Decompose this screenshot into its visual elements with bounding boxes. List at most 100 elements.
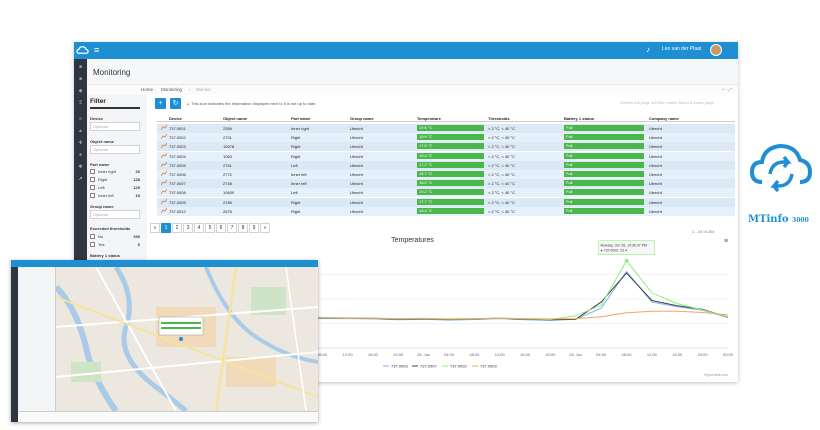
hamburger-icon[interactable]: ≡ xyxy=(94,45,100,55)
table-row[interactable]: 737.0001 2359 Inner right Utrecht 19.6 °C > 2… xyxy=(157,124,735,133)
bell-icon[interactable]: ♪ xyxy=(646,45,650,54)
checkbox[interactable] xyxy=(90,177,95,182)
chart-line-icon[interactable] xyxy=(161,161,167,167)
col-part-name[interactable]: Part name xyxy=(291,116,311,121)
option-count: 290 xyxy=(133,234,140,239)
pager-page-button[interactable]: 4 xyxy=(194,223,204,233)
cell-thresholds: > 2 °C, < 40 °C xyxy=(488,190,515,196)
x-tick-label: 12:00 xyxy=(343,352,354,357)
exceeded-option-yes[interactable]: Yes 6 xyxy=(90,242,140,248)
chart-nav-icon[interactable]: ↗ xyxy=(78,176,83,182)
brand-suffix: 3000 xyxy=(792,217,809,224)
table-row[interactable]: 737.0009 2789 Right Utrecht 17.7 °C > 2 °C, <… xyxy=(157,197,735,207)
x-tick-label: 08:00 xyxy=(469,352,480,357)
part-option-inner-left[interactable]: Inner left 19 xyxy=(90,193,140,199)
home-icon[interactable]: ■ xyxy=(78,64,83,70)
table-row[interactable]: 737.0008 10639 Left Utrecht 19.2 °C > 2 °C, <… xyxy=(157,188,735,198)
table-row[interactable]: 737.0012 2675 Right Utrecht 18.4 °C > 2 °C, <… xyxy=(157,206,735,216)
x-tick-label: 25. Jun xyxy=(417,352,430,357)
col-thresholds[interactable]: Thresholds xyxy=(488,116,510,121)
pager-page-button[interactable]: 3 xyxy=(183,223,193,233)
refresh-button[interactable]: ↻ xyxy=(170,98,181,109)
breadcrumb-home[interactable]: Home xyxy=(141,87,154,92)
pager-page-button[interactable]: 9 xyxy=(249,223,259,233)
x-tick-label: 26. Jun xyxy=(569,352,582,357)
breadcrumb-separator: › xyxy=(189,87,191,92)
object-name-input[interactable]: Optional xyxy=(90,145,140,154)
list-icon[interactable]: ≡ xyxy=(79,116,82,122)
pager-page-button[interactable]: 1 xyxy=(161,223,171,233)
dollar-icon[interactable]: $ xyxy=(79,100,82,106)
col-company-name[interactable]: Company name xyxy=(649,116,679,121)
tools-icon[interactable]: ✚ xyxy=(78,140,83,146)
cloud-logo-icon[interactable] xyxy=(76,44,89,57)
pager-prev-button[interactable]: « xyxy=(150,223,160,233)
chart-line-icon[interactable] xyxy=(161,198,167,204)
folder-icon[interactable]: ■ xyxy=(78,76,83,82)
map-marker[interactable] xyxy=(179,337,183,341)
legend-item[interactable]: 737.0003 xyxy=(480,364,497,369)
option-label: Right xyxy=(98,177,108,182)
table-row[interactable]: 737.0003 10678 Right Utrecht 17.5 °C > 2 °C, … xyxy=(157,142,735,152)
legend-item[interactable]: 737.0003 xyxy=(391,364,408,369)
col-group-name[interactable]: Group name xyxy=(350,116,374,121)
pager-page-button[interactable]: 8 xyxy=(238,223,248,233)
street-map[interactable] xyxy=(56,267,318,411)
chart-line-icon[interactable] xyxy=(161,125,167,130)
temperature-value: 17.2 °C xyxy=(417,161,484,168)
pager-page-button[interactable]: 6 xyxy=(216,223,226,233)
avatar[interactable] xyxy=(710,44,722,56)
table-row[interactable]: 737.0007 2748 Inner left Utrecht 18.5 °C > 2 … xyxy=(157,179,735,189)
part-option-left[interactable]: Left 129 xyxy=(90,185,140,191)
table-row[interactable]: 737.0005 2761 Left Utrecht 17.2 °C > 2 °C, < … xyxy=(157,160,735,170)
exceeded-option-no[interactable]: No 290 xyxy=(90,234,140,240)
user-name[interactable]: Leo van der Plaat xyxy=(662,46,702,52)
table-row[interactable]: 737.0002 2701 Right Utrecht 19.9 °C > 2 °C, <… xyxy=(157,133,735,143)
x-tick-label: 04:00 xyxy=(596,352,607,357)
cog-icon[interactable]: ✱ xyxy=(78,164,83,170)
group-name-input[interactable]: Optional xyxy=(90,210,140,219)
zoom-controls[interactable]: + - ⤢ xyxy=(721,87,732,92)
add-button[interactable]: + xyxy=(155,98,166,109)
map-bottom-bar xyxy=(18,411,318,422)
cell-company-name: Utrecht xyxy=(649,190,662,196)
pager-page-button[interactable]: 7 xyxy=(227,223,237,233)
checkbox[interactable] xyxy=(90,169,95,174)
cell-thresholds: > 2 °C, < 40 °C xyxy=(488,153,515,159)
map-popup[interactable] xyxy=(158,316,204,336)
breadcrumb-monitoring[interactable]: Monitoring xyxy=(161,87,183,92)
option-count: 20 xyxy=(135,169,140,174)
col-device[interactable]: Device xyxy=(169,116,182,121)
chart-line-icon[interactable] xyxy=(161,152,167,158)
pager-next-button[interactable]: » xyxy=(260,223,270,233)
chart-line-icon[interactable] xyxy=(161,189,167,195)
checkbox[interactable] xyxy=(90,193,95,198)
pager-page-button[interactable]: 5 xyxy=(205,223,215,233)
chart-line-icon[interactable] xyxy=(161,143,167,149)
col-object-name[interactable]: Object name xyxy=(223,116,248,121)
cell-group-name: Utrecht xyxy=(350,181,363,187)
checkbox[interactable] xyxy=(90,185,95,190)
pager-page-button[interactable]: 2 xyxy=(172,223,182,233)
table-row[interactable]: 737.0006 2772 Inner left Utrecht 16.7 °C > 2 … xyxy=(157,170,735,179)
chart-line-icon[interactable] xyxy=(161,134,167,140)
chart-menu-icon[interactable]: ≡ xyxy=(724,238,729,245)
part-option-inner-right[interactable]: Inner right 20 xyxy=(90,169,140,175)
tag-icon[interactable]: ◆ xyxy=(78,88,83,94)
checkbox[interactable] xyxy=(90,242,95,247)
table-row[interactable]: 737.0004 1063 Right Utrecht 19.4 °C > 2 °C, <… xyxy=(157,151,735,161)
chart-line-icon[interactable] xyxy=(161,171,167,176)
device-input[interactable]: Optional xyxy=(90,122,140,131)
option-count: 19 xyxy=(135,193,140,198)
part-option-right[interactable]: Right 128 xyxy=(90,177,140,183)
chart-line-icon[interactable] xyxy=(161,207,167,213)
col-temperature[interactable]: Temperature xyxy=(417,116,441,121)
col-battery[interactable]: Battery 1 status xyxy=(564,116,595,121)
legend-item[interactable]: 737.0007 xyxy=(420,364,437,369)
checkbox[interactable] xyxy=(90,234,95,239)
chart-line-icon[interactable] xyxy=(161,180,167,186)
x-tick-label: 12:00 xyxy=(647,352,658,357)
legend-item[interactable]: 737.0002 xyxy=(450,364,467,369)
globe-icon[interactable]: ● xyxy=(78,152,83,158)
bell-nav-icon[interactable]: ▲ xyxy=(78,128,83,134)
